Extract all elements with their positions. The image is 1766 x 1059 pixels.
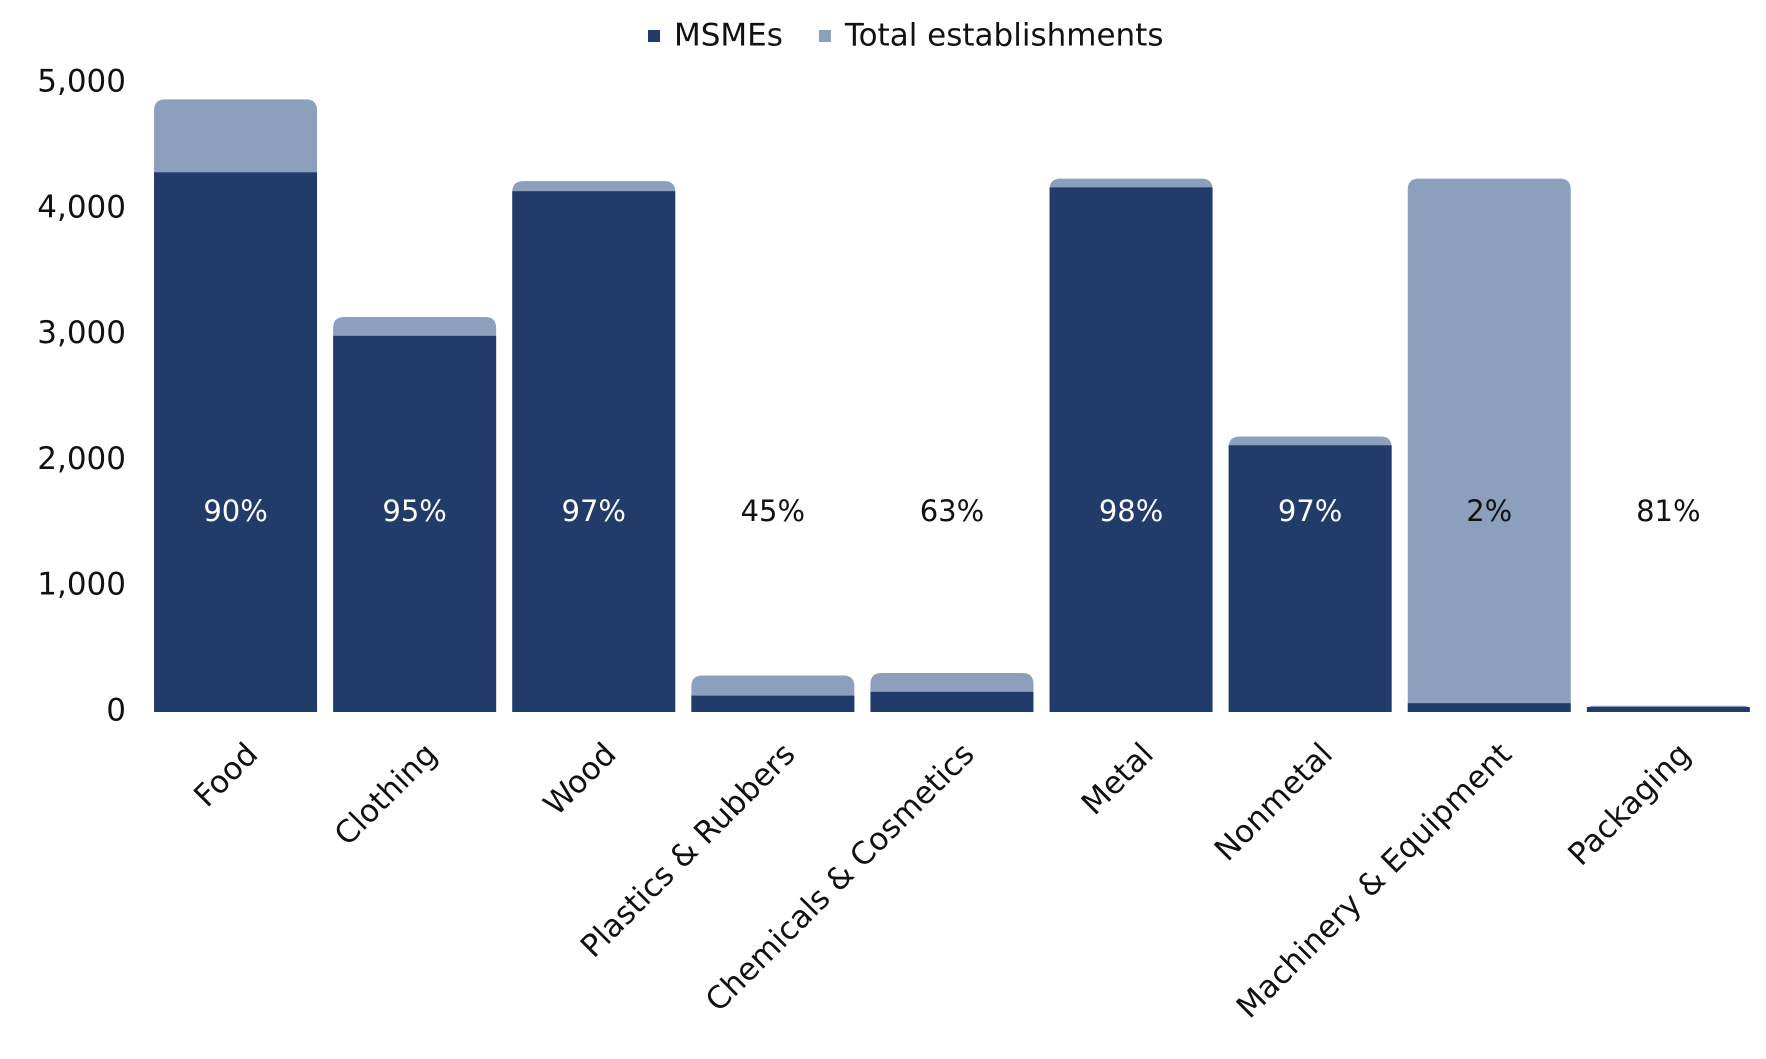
x-tick-label: Packaging bbox=[1561, 736, 1698, 873]
bar bbox=[1049, 187, 1213, 712]
legend-label: Total establishments bbox=[844, 18, 1164, 54]
bar bbox=[1407, 703, 1571, 712]
y-tick-label: 4,000 bbox=[37, 189, 126, 225]
bar bbox=[333, 335, 497, 712]
bar bbox=[870, 691, 1034, 712]
bar bbox=[1586, 706, 1750, 712]
x-tick-group: Wood bbox=[537, 736, 624, 823]
x-tick-label: Food bbox=[187, 736, 265, 814]
x-tick-label: Clothing bbox=[328, 736, 445, 853]
share-label: 97% bbox=[1278, 494, 1342, 528]
x-tick-label: Wood bbox=[537, 736, 624, 823]
y-tick-label: 5,000 bbox=[37, 64, 126, 100]
x-tick-group: Packaging bbox=[1561, 736, 1698, 873]
y-tick-label: 2,000 bbox=[37, 441, 126, 477]
share-label: 95% bbox=[382, 494, 446, 528]
y-tick-label: 0 bbox=[106, 693, 126, 729]
bar bbox=[512, 191, 676, 713]
share-label: 97% bbox=[562, 494, 626, 528]
x-tick-group: Food bbox=[187, 736, 265, 814]
bar bbox=[691, 695, 855, 712]
legend-swatch bbox=[648, 30, 660, 42]
x-tick-group: Nonmetal bbox=[1208, 736, 1340, 868]
share-label: 2% bbox=[1466, 494, 1512, 528]
share-label: 81% bbox=[1636, 494, 1700, 528]
x-tick-label: Nonmetal bbox=[1208, 736, 1340, 868]
legend-swatch bbox=[818, 30, 831, 42]
x-tick-group: Metal bbox=[1075, 736, 1161, 822]
bar bbox=[154, 172, 318, 712]
share-label: 90% bbox=[203, 494, 267, 528]
x-tick-label: Metal bbox=[1075, 736, 1161, 822]
legend-label: MSMEs bbox=[674, 18, 783, 54]
share-label: 45% bbox=[741, 494, 805, 528]
y-tick-label: 3,000 bbox=[37, 315, 126, 351]
x-tick-group: Clothing bbox=[328, 736, 445, 853]
share-label: 63% bbox=[920, 494, 984, 528]
y-tick-label: 1,000 bbox=[37, 567, 126, 603]
share-label: 98% bbox=[1099, 494, 1163, 528]
bar bbox=[1228, 445, 1392, 712]
bar bbox=[1407, 178, 1571, 712]
